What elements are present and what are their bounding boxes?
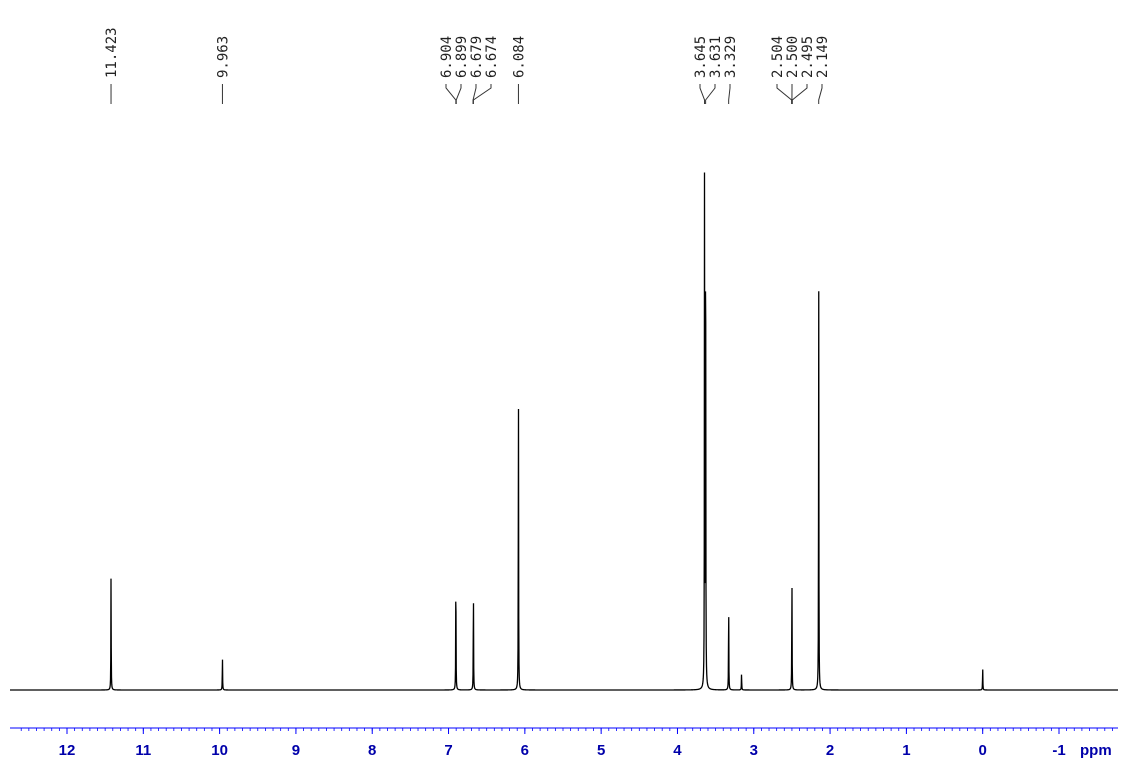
peak-label: 11.423 [104,27,120,78]
peak-label: 6.084 [511,36,527,78]
peak-label: 2.504 [770,36,786,78]
peak-label: 6.674 [484,36,500,78]
x-tick-label: 1 [902,742,910,759]
x-axis-unit-label: ppm [1080,742,1112,759]
peak-leader-line [472,84,492,104]
peak-label: 3.631 [708,36,724,78]
peak-label: 6.904 [439,36,455,78]
x-tick-label: 9 [292,742,300,759]
peak-label: 6.899 [454,36,470,78]
peak-leader-line [455,84,462,104]
x-tick-label: 2 [826,742,834,759]
peak-label: 2.495 [800,36,816,78]
x-tick-label: 12 [59,742,76,759]
peak-leader-line [728,84,731,104]
x-tick-label: 11 [135,742,151,759]
peak-leader-line [776,84,793,104]
peak-leader-line [445,84,457,104]
x-tick-label: 6 [521,742,529,759]
x-tick-label: 7 [444,742,452,759]
x-tick-labels: 12 11 10 9 8 7 6 5 4 3 2 1 0 -1 [59,742,1066,759]
x-axis [10,727,1118,734]
peak-leader-line [705,84,716,104]
peak-label: 2.149 [815,36,831,78]
peak-label: 9.963 [215,36,231,78]
peak-label: 6.679 [469,36,485,78]
spectrum-trace [10,172,1118,691]
x-tick-label: 8 [368,742,376,759]
peak-leader-line [818,84,823,104]
peak-leader-lines [110,84,823,104]
peak-label: 2.500 [785,36,801,78]
peak-label: 3.329 [723,36,739,78]
x-tick-label: -1 [1052,742,1065,759]
x-tick-label: 5 [597,742,605,759]
peak-leader-line [699,84,706,104]
peak-labels: 11.423 9.963 6.904 6.899 6.679 6.674 6.084 3.64… [104,27,831,78]
peak-leader-line [791,84,808,104]
x-tick-label: 3 [750,742,758,759]
x-tick-label: 10 [211,742,228,759]
x-tick-label: 0 [979,742,987,759]
x-tick-label: 4 [673,742,682,759]
peak-label: 3.645 [693,36,709,78]
